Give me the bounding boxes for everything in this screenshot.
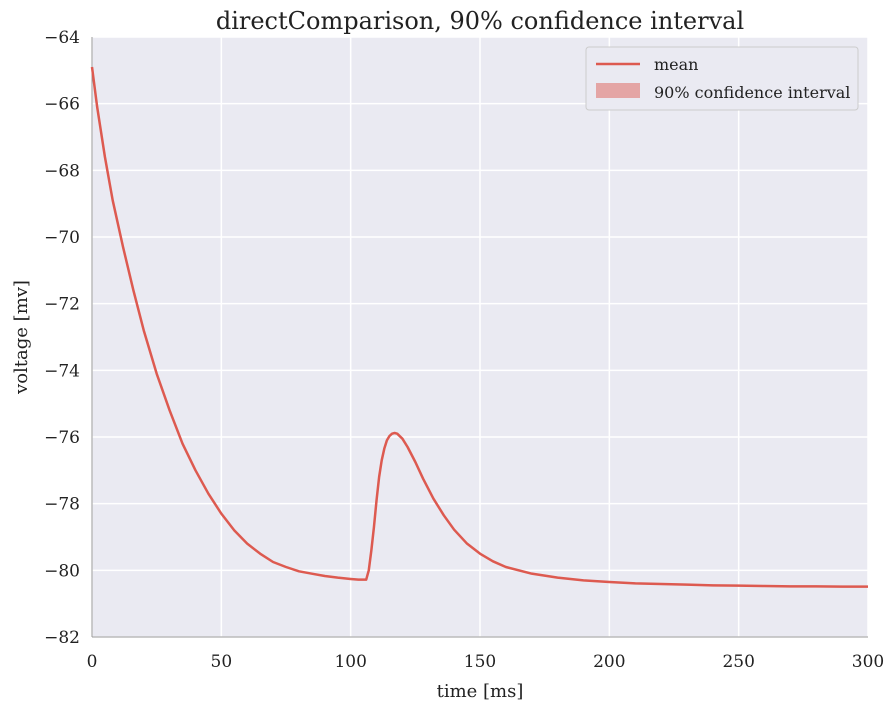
- y-tick-label: −64: [44, 28, 80, 48]
- x-tick-label: 100: [334, 652, 366, 672]
- y-tick-label: −74: [44, 361, 80, 381]
- x-tick-label: 300: [852, 652, 884, 672]
- series-line-mean: [90, 66, 868, 588]
- x-tick-label: 200: [593, 652, 625, 672]
- y-tick-labels: −64 −66 −68 −70 −72 −74 −76 −78 −80 −82: [44, 28, 80, 648]
- y-tick-label: −82: [44, 628, 80, 648]
- x-tick-labels: 0 50 100 150 200 250 300: [87, 652, 885, 672]
- x-tick-label: 150: [464, 652, 496, 672]
- legend: mean 90% confidence interval: [585, 46, 859, 111]
- y-axis-label: voltage [mv]: [11, 280, 32, 395]
- y-tick-label: −76: [44, 428, 80, 448]
- legend-ci-swatch: [596, 83, 640, 98]
- y-tick-label: −66: [44, 95, 80, 115]
- chart-title: directComparison, 90% confidence interva…: [216, 7, 744, 35]
- y-tick-label: −70: [44, 228, 80, 248]
- series-layer: [90, 66, 868, 588]
- x-axis-label: time [ms]: [437, 681, 524, 702]
- legend-ci-label: 90% confidence interval: [654, 83, 850, 102]
- legend-mean-label: mean: [654, 55, 698, 74]
- x-tick-label: 250: [722, 652, 754, 672]
- axes: [91, 37, 868, 638]
- y-tick-label: −80: [44, 561, 80, 581]
- grid-lines: [91, 36, 869, 638]
- y-tick-label: −68: [44, 161, 80, 181]
- legend-box: [585, 46, 859, 111]
- x-tick-label: 0: [87, 652, 98, 672]
- y-tick-label: −72: [44, 295, 80, 315]
- y-tick-label: −78: [44, 495, 80, 515]
- x-tick-label: 50: [211, 652, 233, 672]
